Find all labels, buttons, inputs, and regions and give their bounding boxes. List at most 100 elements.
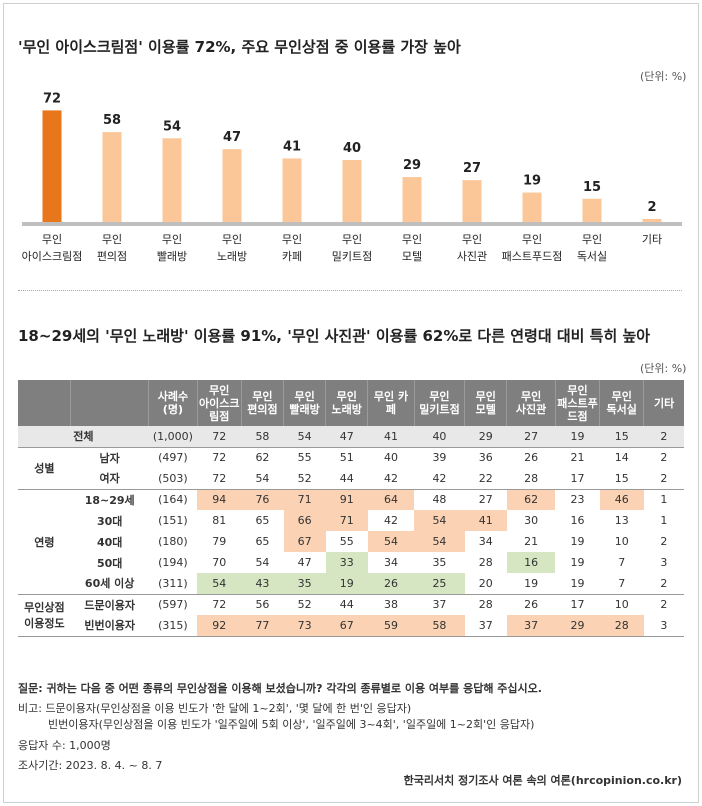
category-label: 무인 (102, 233, 122, 246)
value-cell: 26 (367, 573, 415, 595)
value-cell: 2 (643, 573, 684, 595)
value-cell: 55 (297, 451, 312, 465)
chart-frame (3, 3, 699, 803)
value-cell: 59 (367, 615, 415, 637)
value-cell: 40 (414, 426, 465, 448)
category-label: 독서실 (577, 250, 607, 263)
bar (642, 218, 662, 222)
bar-value-label: 54 (163, 119, 181, 134)
category-label: 무인 (342, 233, 362, 246)
column-header: 무인 빨래방 (283, 380, 327, 426)
value-cell: 56 (255, 598, 270, 612)
bar-value-label: 29 (403, 158, 421, 173)
category-label: 무인 (462, 233, 482, 246)
row-label: 50대 (96, 556, 123, 570)
bar-value-label: 41 (283, 139, 301, 154)
value-cell: 42 (367, 468, 415, 490)
value-cell: 29 (555, 615, 600, 637)
value-cell: 58 (241, 426, 284, 448)
bar-value-label: 47 (223, 130, 241, 145)
category-label: 아이스크림점 (22, 250, 83, 263)
value-cell: 19 (555, 426, 600, 448)
value-cell: 44 (325, 468, 368, 490)
value-cell: 40 (383, 451, 398, 465)
value-cell: 3 (660, 556, 668, 569)
value-cell: 23 (570, 493, 585, 507)
footer-note-rare: 비고: 드문이용자(무인상점을 이용 빈도가 '한 달에 1~2회', '몇 달… (18, 702, 412, 715)
category-label: 무인 (162, 233, 182, 246)
sample-size: (497) (158, 451, 188, 465)
category-label: 노래방 (217, 250, 247, 263)
value-cell: 28 (506, 468, 556, 490)
value-cell: 54 (255, 556, 270, 569)
value-cell: 35 (283, 573, 326, 595)
value-cell: 72 (197, 468, 242, 490)
bar-value-label: 72 (43, 91, 61, 106)
bar (162, 138, 182, 222)
value-cell: 20 (464, 573, 507, 595)
column-header: 기타 (643, 380, 684, 426)
value-cell: 27 (478, 493, 493, 507)
value-cell: 54 (197, 573, 242, 595)
category-label: 무인 (522, 233, 542, 246)
value-cell: 62 (506, 489, 556, 510)
value-cell: 19 (570, 556, 585, 569)
category-label: 카페 (282, 250, 302, 263)
category-label: 무인 (582, 233, 602, 246)
bar-chart-unit: (단위: %) (640, 70, 687, 83)
footer-respondents: 응답자 수: 1,000명 (18, 739, 111, 752)
column-header: 무인 카페 (367, 380, 415, 426)
section-divider (18, 290, 682, 291)
table-unit: (단위: %) (640, 362, 687, 375)
value-cell: 64 (367, 489, 415, 510)
value-cell: 30 (524, 514, 539, 527)
bar (522, 192, 542, 222)
group-label: 연령 (18, 489, 71, 595)
value-cell: 29 (464, 426, 507, 448)
value-cell: 51 (339, 451, 354, 465)
table-row: 연령 18~29세 (164) 94 76 71 91 64 48 27 62 23 46 1 (18, 489, 684, 595)
value-cell: 65 (255, 535, 270, 548)
value-cell: 72 (197, 426, 242, 448)
bar-baseline (22, 222, 682, 226)
value-cell: 2 (660, 598, 668, 612)
value-cell: 54 (367, 531, 415, 552)
bar (282, 158, 302, 222)
table-header-row: 사례수 (명) 무인 아이스크 림점 무인 편의점 무인 빨래방 무인 노래방 무인 카페 무인 밀키트점… (18, 380, 684, 426)
value-cell: 91 (325, 489, 368, 510)
value-cell: 42 (383, 514, 398, 527)
footer-period: 조사기간: 2023. 8. 4. ~ 8. 7 (18, 759, 163, 772)
value-cell: 47 (297, 556, 312, 569)
value-cell: 19 (506, 573, 556, 595)
value-cell: 15 (599, 468, 644, 490)
category-label: 사진관 (457, 250, 487, 263)
value-cell: 25 (414, 573, 465, 595)
row-label: 빈번이용자 (70, 615, 149, 637)
value-cell: 72 (212, 451, 227, 465)
value-cell: 1 (660, 493, 668, 507)
bar-value-label: 19 (523, 174, 541, 189)
value-cell: 47 (325, 426, 368, 448)
value-cell: 65 (255, 514, 270, 527)
value-cell: 34 (383, 556, 398, 569)
bar (102, 132, 122, 222)
table-title: 18~29세의 '무인 노래방' 이용률 91%, '무인 사진관' 이용률 6… (18, 327, 651, 345)
sample-size: (151) (158, 514, 188, 527)
column-header: 사례수 (명) (148, 380, 198, 426)
bar (402, 177, 422, 222)
value-cell: 72 (212, 598, 227, 612)
bar-value-label: 2 (647, 200, 656, 215)
value-cell: 81 (212, 514, 227, 527)
sample-size: (503) (148, 468, 198, 490)
value-cell: 19 (570, 535, 585, 548)
bar-value-label: 15 (583, 180, 601, 195)
value-cell: 7 (618, 556, 626, 569)
value-cell: 28 (478, 598, 493, 612)
column-header: 무인 밀키트점 (414, 380, 466, 426)
value-cell: 62 (255, 451, 270, 465)
value-cell: 28 (599, 615, 644, 637)
value-cell: 37 (464, 615, 507, 637)
value-cell: 70 (212, 556, 227, 569)
table-row: 50대 (194) 70 54 47 33 34 35 28 16 19 7 3 (18, 552, 684, 573)
value-cell: 28 (478, 556, 493, 569)
